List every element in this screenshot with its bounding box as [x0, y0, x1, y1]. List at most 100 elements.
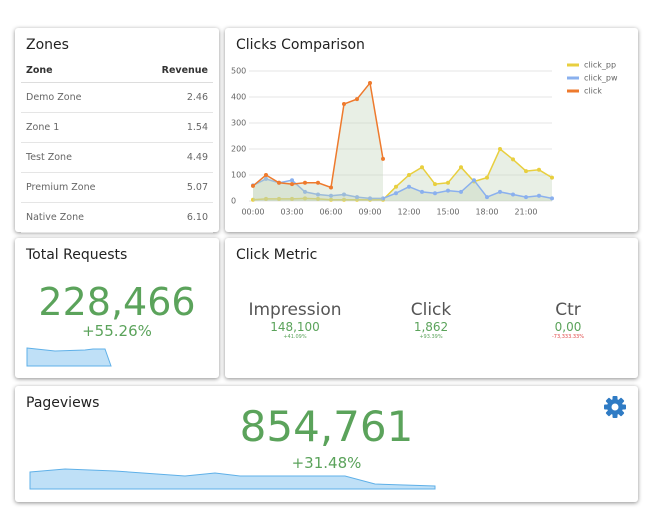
cell: 6.10 — [133, 202, 213, 233]
y-tick-label: 200 — [231, 145, 246, 154]
metric-value: 854,761 — [239, 402, 414, 451]
data-point — [485, 175, 489, 180]
metric-change: -73,333.33% — [551, 334, 584, 340]
data-point — [550, 175, 554, 180]
metric-change: +55.26% — [82, 322, 152, 340]
data-point — [381, 156, 385, 161]
data-point — [368, 80, 372, 85]
data-point — [511, 157, 515, 162]
cell: Test Zone — [21, 142, 134, 173]
data-point — [524, 195, 528, 200]
metric-label: Click — [410, 300, 452, 320]
x-tick-label: 21:00 — [514, 208, 537, 217]
data-point — [420, 189, 424, 194]
x-tick-label: 09:00 — [358, 208, 381, 217]
data-point — [290, 178, 294, 183]
click-metric-card: Click Metric Impression 148,100 +41.09% Cl… — [225, 238, 638, 378]
x-tick-label: 06:00 — [319, 208, 342, 217]
zones-table: Zone Revenue Demo Zone 2.46 Zone 1 1.54 Tes… — [21, 62, 213, 233]
chart: 0 100 200 300 400 500 00:00 03:00 06:00 09:00 12:0… — [231, 61, 618, 217]
cell: Demo Zone — [21, 82, 134, 113]
data-point — [524, 169, 528, 174]
data-point — [329, 193, 333, 198]
metric-value: 1,862 — [413, 320, 449, 334]
clicks-card: Clicks Comparison 0 100 200 300 400 500 00:00 0… — [225, 28, 638, 232]
data-point — [446, 180, 450, 185]
data-point — [394, 184, 398, 189]
cell: 2.46 — [133, 82, 213, 113]
legend-label: click_pw — [584, 74, 618, 83]
series-line — [252, 178, 553, 200]
x-tick-label: 12:00 — [397, 208, 420, 217]
data-point — [277, 196, 281, 201]
metric-label: Ctr — [555, 300, 581, 320]
y-tick-label: 300 — [231, 119, 246, 128]
x-tick-label: 00:00 — [241, 208, 264, 217]
data-point — [433, 182, 437, 187]
metric-value: 0,00 — [554, 320, 582, 334]
x-tick-label: 18:00 — [475, 208, 498, 217]
chart-title: Clicks Comparison — [236, 37, 365, 53]
data-point — [303, 196, 307, 201]
legend-label: click — [584, 87, 602, 96]
legend-swatch — [567, 89, 579, 93]
data-point — [394, 191, 398, 196]
data-point — [498, 189, 502, 194]
data-point — [342, 197, 346, 202]
metric-value: 228,466 — [38, 280, 196, 324]
card-title: Pageviews — [26, 395, 100, 411]
cell: 4.49 — [133, 142, 213, 173]
card-title: Total Requests — [26, 247, 128, 263]
data-point — [459, 189, 463, 194]
series-area — [253, 82, 383, 201]
data-point — [433, 191, 437, 196]
data-point — [407, 173, 411, 177]
data-point — [407, 184, 411, 189]
cell: Premium Zone — [21, 172, 134, 203]
data-point — [264, 173, 268, 177]
data-point — [251, 183, 255, 188]
column-header: Zone — [21, 62, 134, 83]
data-point — [342, 192, 346, 197]
legend-swatch — [567, 76, 579, 80]
cell: 1.54 — [133, 112, 213, 143]
data-point — [537, 193, 541, 198]
data-point — [355, 97, 359, 102]
column-header: Revenue — [133, 62, 213, 83]
cell: Native Zone — [21, 202, 134, 233]
y-tick-label: 400 — [231, 93, 246, 102]
data-point — [459, 165, 463, 170]
data-point — [420, 165, 424, 170]
data-point — [316, 196, 320, 201]
series-area — [253, 149, 552, 201]
data-point — [472, 178, 476, 183]
y-tick-label: 500 — [231, 67, 246, 76]
x-tick-label: 15:00 — [436, 208, 459, 217]
data-point — [316, 192, 320, 197]
data-point — [264, 196, 268, 201]
data-point — [290, 182, 294, 187]
x-tick-label: 03:00 — [280, 208, 303, 217]
sparkline — [29, 396, 626, 490]
data-point — [316, 180, 320, 185]
settings-icon[interactable] — [604, 396, 626, 418]
data-point — [511, 192, 515, 197]
metric-change: +41.09% — [283, 334, 307, 340]
data-point — [342, 102, 346, 107]
data-point — [329, 185, 333, 190]
data-point — [537, 167, 541, 172]
metric: Impression 148,100 +41.09% — [230, 300, 360, 340]
data-point — [290, 196, 294, 201]
cell: Zone 1 — [21, 112, 134, 143]
data-point — [251, 197, 255, 202]
series-line — [252, 147, 553, 201]
metric-value: 148,100 — [270, 320, 320, 334]
legend-label: click_pp — [584, 61, 616, 70]
metric: Click 1,862 +93.39% — [366, 300, 496, 340]
data-point — [329, 197, 333, 202]
total-requests-card: Total Requests 228,466 +55.26% — [15, 238, 219, 378]
card-title: Zones — [26, 37, 69, 53]
sparkline — [26, 347, 112, 367]
metric-label: Impression — [248, 300, 342, 320]
data-point — [368, 196, 372, 201]
